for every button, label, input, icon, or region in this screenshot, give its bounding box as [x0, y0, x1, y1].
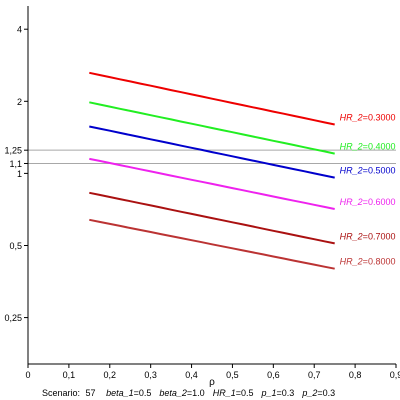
- series-lines: [89, 71, 335, 270]
- footer: Scenario: 57 beta_1=0.5 beta_2=1.0 HR_1=0.…: [42, 388, 335, 398]
- series-line: [89, 101, 335, 155]
- x-tick-label: 0,2: [104, 370, 117, 380]
- series-label: HR_2=0.8000: [340, 257, 396, 267]
- y-tick-label: 4: [17, 25, 22, 35]
- x-tick-label: 0,9: [390, 370, 400, 380]
- x-tick-label: 0,6: [267, 370, 280, 380]
- footer-param-value: =0.3: [277, 388, 295, 398]
- series-label: HR_2=0.5000: [340, 166, 396, 176]
- series-line: [89, 191, 335, 245]
- footer-param-name: p_2: [301, 388, 317, 398]
- x-tick-label: 0,7: [308, 370, 321, 380]
- y-tick-label: 2: [17, 97, 22, 107]
- series-line: [89, 125, 335, 179]
- y-tick-label: 1: [17, 169, 22, 179]
- footer-param-name: beta_1: [106, 388, 134, 398]
- footer-param-value: =1.0: [187, 388, 205, 398]
- x-tick-label: 0,4: [185, 370, 198, 380]
- series-label: HR_2=0.3000: [340, 113, 396, 123]
- x-tick-label: 0,5: [226, 370, 239, 380]
- series-label: HR_2=0.6000: [340, 197, 396, 207]
- x-tick-label: 0,1: [63, 370, 76, 380]
- footer-param-value: =0.5: [134, 388, 152, 398]
- footer-scenario-label: Scenario:: [42, 388, 80, 398]
- footer-param-value: =0.5: [236, 388, 254, 398]
- series-line: [89, 157, 335, 210]
- x-axis-title: ρ: [209, 377, 215, 388]
- y-tick-label: 0,5: [9, 241, 22, 251]
- y-tick-label: 1,1: [9, 159, 22, 169]
- y-tick-label: 1,25: [4, 146, 22, 156]
- axes: [27, 6, 396, 365]
- footer-param-name: beta_2: [159, 388, 187, 398]
- x-tick-label: 0,3: [144, 370, 157, 380]
- y-tick-label: 0,25: [4, 313, 22, 323]
- series-label: HR_2=0.7000: [340, 231, 396, 241]
- reference-lines: [28, 149, 396, 164]
- footer-param-name: p_1: [261, 388, 277, 398]
- series-line: [89, 71, 335, 126]
- series-label: HR_2=0.4000: [340, 142, 396, 152]
- footer-param-name: HR_1: [213, 388, 236, 398]
- series-labels: HR_2=0.3000 HR_2=0.4000 HR_2=0.5000 HR_2=0.…: [340, 113, 396, 267]
- footer-param-value: =0.3: [317, 388, 335, 398]
- footer-params: beta_1=0.5 beta_2=1.0 HR_1=0.5 p_1=0.3 p_2=0…: [106, 388, 335, 398]
- y-ticks: 0,25 0,5 11,1 1,25 2 4: [4, 25, 28, 323]
- x-ticks: 0 0,1 0,2 0,3 0,4 0,5 0,6 0,7 0,8 0,9: [25, 364, 400, 380]
- footer-scenario-value: 57: [86, 388, 96, 398]
- series-line: [89, 218, 335, 270]
- x-tick-label: 0,8: [349, 370, 362, 380]
- x-tick-label: 0: [25, 370, 30, 380]
